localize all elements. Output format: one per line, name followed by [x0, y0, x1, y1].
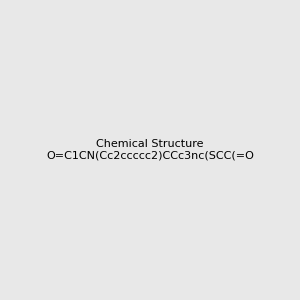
- Text: Chemical Structure
O=C1CN(Cc2ccccc2)CCc3nc(SCC(=O: Chemical Structure O=C1CN(Cc2ccccc2)CCc3…: [46, 139, 254, 161]
